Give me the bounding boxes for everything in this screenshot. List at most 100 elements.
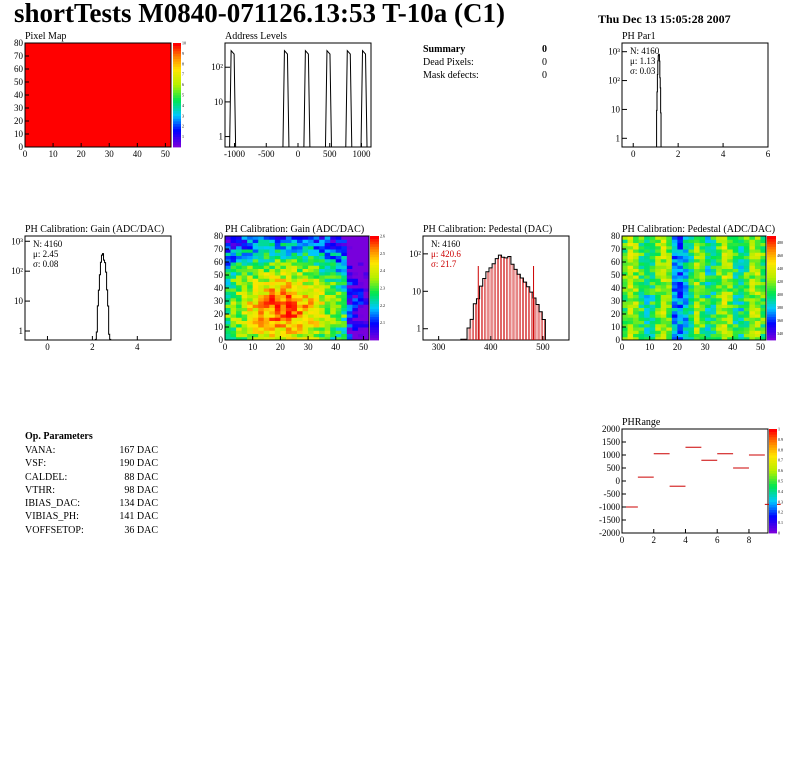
- address-level-peak: [324, 49, 332, 148]
- gain-map-cell: [302, 278, 309, 282]
- gain-map-cell: [335, 327, 342, 331]
- pixel-map-cell: [134, 121, 148, 131]
- pedestal-map-cell: [721, 291, 728, 295]
- pedestal-map-cell: [633, 268, 640, 273]
- pixel-map-x-tick-label: 0: [23, 149, 28, 159]
- gain-map-cell: [335, 297, 342, 302]
- pedestal-map-cell: [732, 323, 739, 328]
- gain-map-cell: [302, 301, 309, 305]
- summary-label: Mask defects:: [423, 70, 479, 81]
- gain-map-cell: [341, 330, 348, 334]
- gain-map-cell: [297, 245, 304, 250]
- gain-map-cell: [225, 275, 232, 279]
- gain-map-cell: [230, 330, 237, 334]
- gain-map-cell: [313, 310, 320, 315]
- phrange-colorbar-cell: [769, 442, 777, 445]
- gain-map-cell: [236, 297, 243, 302]
- pedestal-map-colorbar-label: 360: [777, 318, 783, 323]
- ph-par1-stat: N: 4160: [630, 46, 660, 56]
- gain-map-colorbar-cell: [370, 301, 379, 304]
- pedestal-map-cell: [638, 252, 645, 256]
- pedestal-map-cell: [644, 301, 651, 305]
- pedestal-map-cell: [633, 239, 640, 243]
- pixel-map-x-tick-label: 20: [77, 149, 87, 159]
- gain-map-cell: [252, 310, 259, 315]
- pedestal-map-cell: [649, 304, 656, 308]
- pedestal-map-cell: [677, 288, 684, 292]
- gain-map-colorbar-label: 2.1: [380, 320, 385, 325]
- pedestal-map-cell: [649, 265, 656, 269]
- gain-map-cell: [335, 258, 342, 263]
- gain-hist-y-tick-label: 10: [14, 296, 24, 306]
- gain-map-cell: [330, 301, 337, 305]
- pedestal-map-cell: [699, 249, 706, 253]
- op-param-row: VTHR: 98 DAC: [25, 485, 165, 498]
- pedestal-map-cell: [738, 258, 745, 263]
- gain-map-cell: [324, 307, 331, 312]
- pedestal-map-cell: [627, 258, 634, 263]
- gain-map-cell: [352, 252, 359, 256]
- gain-map-cell: [230, 255, 237, 260]
- pedestal-map-cell: [622, 239, 629, 243]
- phrange-colorbar-cell: [769, 455, 777, 458]
- phrange-colorbar-cell: [769, 486, 777, 490]
- pedestal-map-cell: [633, 281, 640, 286]
- gain-map-cell: [274, 307, 281, 312]
- pedestal-map-cell: [671, 320, 678, 325]
- gain-map-cell: [263, 249, 270, 253]
- gain-map-cell: [357, 317, 364, 321]
- gain-map-cell: [302, 333, 309, 338]
- gain-map-cell: [241, 333, 248, 338]
- pedestal-map-cell: [677, 301, 684, 305]
- pedestal-map-cell: [671, 236, 678, 240]
- gain-map-cell: [280, 291, 287, 295]
- pedestal-map-cell: [738, 255, 745, 260]
- pedestal-map-cell: [682, 271, 689, 276]
- pedestal-map-cell: [677, 323, 684, 328]
- op-param-label: VTHR:: [25, 484, 55, 496]
- pedestal-map-cell: [760, 262, 767, 266]
- pedestal-map-cell: [699, 333, 706, 338]
- pedestal-map-cell: [694, 245, 701, 250]
- pedestal-map-cell: [627, 294, 634, 299]
- gain-map-cell: [352, 304, 359, 308]
- gain-map-cell: [297, 284, 304, 289]
- gain-map-cell: [357, 255, 364, 260]
- pedestal-map-cell: [649, 252, 656, 256]
- pedestal-map-cell: [633, 333, 640, 338]
- gain-map-cell: [280, 258, 287, 263]
- pedestal-map-cell: [622, 317, 629, 321]
- pedestal-map-cell: [749, 330, 756, 334]
- pixel-map-colorbar-cell: [173, 100, 181, 104]
- gain-map-colorbar-cell: [370, 277, 379, 281]
- gain-map-cell: [274, 239, 281, 243]
- gain-map-cell: [335, 291, 342, 295]
- pixel-map-cell: [122, 69, 135, 79]
- pedestal-map-cell: [738, 262, 745, 266]
- pedestal-map-cell: [721, 297, 728, 302]
- pedestal-map-cell: [705, 288, 712, 292]
- pedestal-map-cell: [694, 297, 701, 302]
- pedestal-map-cell: [644, 278, 651, 282]
- pedestal-map-cell: [682, 281, 689, 286]
- gain-map-cell: [357, 281, 364, 286]
- gain-map-cell: [297, 304, 304, 308]
- pedestal-map-cell: [649, 255, 656, 260]
- gain-map-cell: [341, 236, 348, 240]
- gain-map-cell: [247, 333, 254, 338]
- pedestal-map-cell: [727, 252, 734, 256]
- pedestal-map-cell: [660, 327, 667, 331]
- gain-map-colorbar-cell: [370, 311, 379, 315]
- gain-map-cell: [324, 294, 331, 299]
- pedestal-map-cell: [655, 278, 662, 282]
- pedestal-map-cell: [749, 284, 756, 289]
- gain-map-cell: [313, 236, 320, 240]
- pixel-map-cell: [122, 77, 135, 87]
- pedestal-map-cell: [649, 301, 656, 305]
- gain-map-cell: [285, 320, 292, 325]
- pedestal-map-cell: [699, 268, 706, 273]
- gain-map-cell: [247, 310, 254, 315]
- pedestal-map-cell: [638, 333, 645, 338]
- pedestal-map-cell: [716, 268, 723, 273]
- pixel-map-colorbar-cell: [173, 144, 181, 148]
